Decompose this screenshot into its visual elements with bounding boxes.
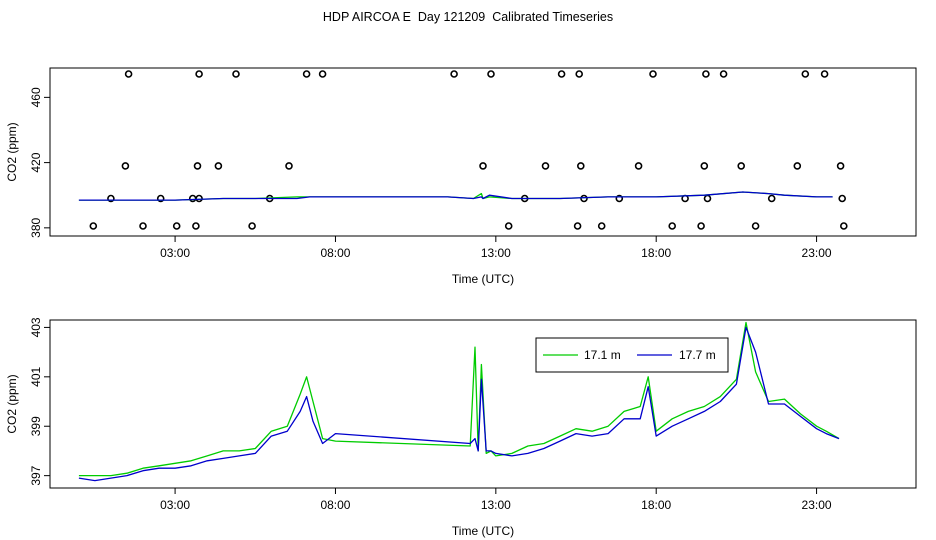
scatter-point xyxy=(737,162,746,170)
top-y-axis-label: CO2 (ppm) xyxy=(5,122,19,181)
x-tick-label: 13:00 xyxy=(481,246,511,260)
scatter-point xyxy=(139,222,147,230)
scatter-point xyxy=(450,70,458,78)
scatter-point xyxy=(836,162,845,170)
scatter-point xyxy=(479,162,487,170)
scatter-point xyxy=(121,162,130,170)
scatter-point xyxy=(124,70,133,78)
scatter-point xyxy=(703,194,712,203)
x-tick-label: 23:00 xyxy=(802,498,832,512)
scatter-point xyxy=(719,70,728,78)
scatter-point xyxy=(697,222,705,230)
scatter-point xyxy=(192,222,200,230)
top-panel: 03:00 08:00 13:00 18:00 23:00 380 420 460 Time… xyxy=(5,67,917,286)
scatter-point xyxy=(634,162,643,170)
top-x-axis-label: Time (UTC) xyxy=(452,272,514,286)
y-tick-label: 403 xyxy=(29,317,43,337)
bottom-series-lines xyxy=(78,321,840,482)
scatter-point xyxy=(89,222,98,230)
x-tick-label: 23:00 xyxy=(802,246,832,260)
scatter-point xyxy=(751,222,760,230)
y-tick-label: 380 xyxy=(29,218,43,238)
top-plot-frame xyxy=(49,67,917,237)
scatter-point xyxy=(767,194,776,203)
y-tick-label: 460 xyxy=(29,87,43,107)
top-scatter-points xyxy=(89,70,848,230)
y-tick-label: 397 xyxy=(29,465,43,485)
series-line-17-7-m xyxy=(78,326,840,482)
y-tick-label: 399 xyxy=(29,416,43,436)
y-tick-label: 420 xyxy=(29,152,43,172)
scatter-point xyxy=(702,70,710,78)
figure-title: HDP AIRCOA E Day 121209 Calibrated Times… xyxy=(322,10,614,24)
top-series-lines xyxy=(78,191,833,201)
scatter-point xyxy=(248,222,256,230)
x-tick-label: 08:00 xyxy=(320,246,350,260)
scatter-point xyxy=(575,70,584,78)
scatter-point xyxy=(302,70,311,78)
scatter-point xyxy=(188,194,197,203)
x-tick-label: 03:00 xyxy=(160,498,190,512)
scatter-point xyxy=(541,162,550,170)
bottom-panel: 03:00 08:00 13:00 18:00 23:00 397 399 401 403 T… xyxy=(5,317,917,538)
scatter-point xyxy=(487,70,495,78)
scatter-point xyxy=(172,222,181,230)
scatter-point xyxy=(193,162,202,170)
scatter-point xyxy=(580,194,588,203)
scatter-point xyxy=(615,194,624,203)
top-x-axis: 03:00 08:00 13:00 18:00 23:00 xyxy=(160,236,832,260)
scatter-point xyxy=(793,162,802,170)
scatter-point xyxy=(318,70,327,78)
scatter-point xyxy=(285,162,293,170)
bottom-x-axis: 03:00 08:00 13:00 18:00 23:00 xyxy=(160,488,832,512)
legend-label-17-7m: 17.7 m xyxy=(679,348,716,362)
top-y-axis: 380 420 460 xyxy=(29,87,50,238)
scatter-point xyxy=(668,222,677,230)
scatter-point xyxy=(214,162,223,170)
bottom-y-axis: 397 399 401 403 xyxy=(29,317,50,486)
scatter-point xyxy=(820,70,829,78)
scatter-point xyxy=(597,222,606,230)
y-tick-label: 401 xyxy=(29,366,43,386)
legend-label-17-1m: 17.1 m xyxy=(584,348,621,362)
bottom-x-axis-label: Time (UTC) xyxy=(452,524,514,538)
x-tick-label: 18:00 xyxy=(641,498,671,512)
scatter-point xyxy=(700,162,709,170)
bottom-plot-frame xyxy=(49,319,917,489)
scatter-point xyxy=(649,70,657,78)
series-line-17-7-m xyxy=(78,191,833,201)
scatter-point xyxy=(839,222,848,230)
scatter-point xyxy=(195,70,203,78)
x-tick-label: 18:00 xyxy=(641,246,671,260)
scatter-point xyxy=(576,162,585,170)
legend: 17.1 m 17.7 m xyxy=(535,337,729,373)
x-tick-label: 13:00 xyxy=(481,498,511,512)
x-tick-label: 03:00 xyxy=(160,246,190,260)
x-tick-label: 08:00 xyxy=(320,498,350,512)
scatter-point xyxy=(504,222,513,230)
scatter-point xyxy=(156,194,165,203)
scatter-point xyxy=(107,194,115,203)
scatter-point xyxy=(573,222,582,230)
scatter-point xyxy=(801,70,810,78)
scatter-point xyxy=(838,194,847,203)
scatter-point xyxy=(195,194,203,203)
scatter-point xyxy=(557,70,566,78)
series-line-17-1-m xyxy=(78,321,840,477)
bottom-y-axis-label: CO2 (ppm) xyxy=(5,374,19,433)
scatter-point xyxy=(232,70,240,78)
